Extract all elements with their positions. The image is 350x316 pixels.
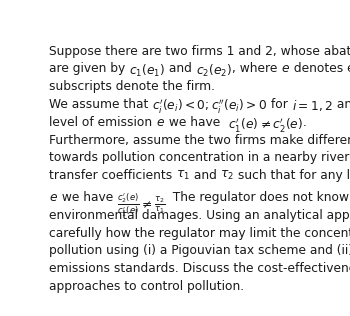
Text: approaches to control pollution.: approaches to control pollution. [49,280,244,293]
Text: environmental damages. Using an analytical approach explain: environmental damages. Using an analytic… [49,209,350,222]
Text: carefully how the regulator may limit the concentration of: carefully how the regulator may limit th… [49,227,350,240]
Text: We assume that: We assume that [49,98,152,111]
Text: denotes emissions and: denotes emissions and [290,63,350,76]
Text: Furthermore, assume the two firms make different contributions: Furthermore, assume the two firms make d… [49,134,350,147]
Text: $c_1(e_1)$: $c_1(e_1)$ [129,63,165,79]
Text: $c_1'(e) \neq c_2'(e)$: $c_1'(e) \neq c_2'(e)$ [228,116,303,134]
Text: $c_2(e_2)$: $c_2(e_2)$ [196,63,232,79]
Text: $\frac{c_2'(e)}{c_1'(e)} \neq \frac{\tau_2}{\tau_1}$: $\frac{c_2'(e)}{c_1'(e)} \neq \frac{\tau… [117,191,165,219]
Text: Suppose there are two firms 1 and 2, whose abatement costs: Suppose there are two firms 1 and 2, who… [49,45,350,58]
Text: $\tau_2$: $\tau_2$ [220,169,234,182]
Text: are given by: are given by [49,63,129,76]
Text: , where: , where [232,63,281,76]
Text: subscripts denote the firm.: subscripts denote the firm. [49,80,215,93]
Text: we have: we have [164,116,228,129]
Text: such that for any level of emission: such that for any level of emission [234,169,350,182]
Text: $e$: $e$ [49,191,58,204]
Text: and: and [190,169,220,182]
Text: and for any: and for any [333,98,350,111]
Text: and: and [165,63,196,76]
Text: $\tau_1$: $\tau_1$ [176,169,190,182]
Text: $i = 1,2$: $i = 1,2$ [292,98,333,113]
Text: we have: we have [58,191,117,204]
Text: The regulator does not know the resulting: The regulator does not know the resultin… [165,191,350,204]
Text: transfer coefficients: transfer coefficients [49,169,176,182]
Text: $e$: $e$ [156,116,164,129]
Text: .: . [303,116,307,129]
Text: level of emission: level of emission [49,116,156,129]
Text: $e$: $e$ [281,63,290,76]
Text: for: for [267,98,292,111]
Text: $c_i'(e_i) < 0; c_i''(e_i) > 0$: $c_i'(e_i) < 0; c_i''(e_i) > 0$ [152,98,267,116]
Text: pollution using (i) a Pigouvian tax scheme and (ii) uniform: pollution using (i) a Pigouvian tax sche… [49,245,350,258]
Text: emissions standards. Discuss the cost-effectiveness of both: emissions standards. Discuss the cost-ef… [49,262,350,275]
Text: towards pollution concentration in a nearby river captured by the: towards pollution concentration in a nea… [49,151,350,164]
